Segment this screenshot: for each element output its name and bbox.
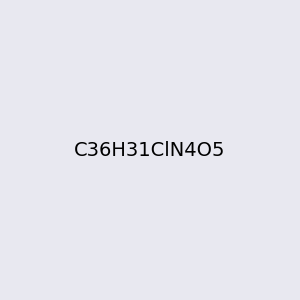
Text: C36H31ClN4O5: C36H31ClN4O5 xyxy=(74,140,226,160)
